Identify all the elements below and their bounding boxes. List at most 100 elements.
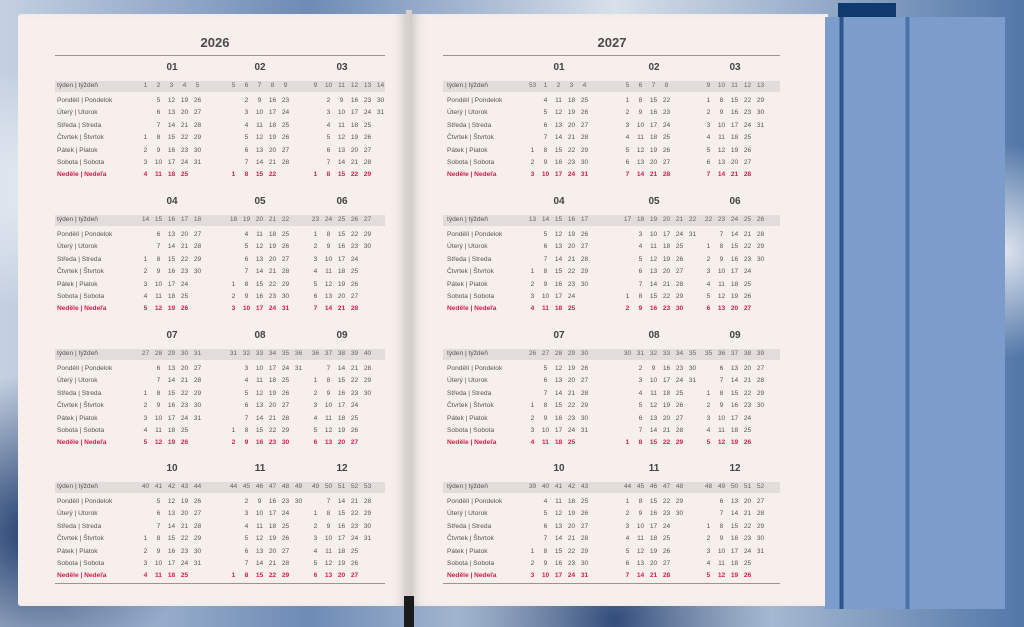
week-number: 33 <box>662 350 671 357</box>
day-cell: 17 <box>255 305 264 313</box>
day-cell: 5 <box>543 109 548 117</box>
day-cell: 14 <box>554 134 563 142</box>
week-number: 44 <box>623 483 632 490</box>
day-cell: 8 <box>543 402 548 410</box>
day-cell: 4 <box>143 171 148 179</box>
weekday-label: Pátek | Piatok <box>447 146 488 154</box>
day-cell: 1 <box>313 377 318 385</box>
day-cell: 1 <box>143 134 148 142</box>
week-number: 9 <box>706 82 711 89</box>
day-cell: 7 <box>244 560 249 567</box>
day-cell: 11 <box>155 171 162 179</box>
day-cell: 14 <box>554 389 563 397</box>
day-cell: 27 <box>193 510 202 518</box>
day-cell: 23 <box>180 268 189 276</box>
day-cell: 11 <box>325 414 332 422</box>
day-cell: 2 <box>143 146 148 154</box>
day-cell: 26 <box>363 134 372 142</box>
day-cell: 17 <box>337 255 346 263</box>
week-number: 18 <box>636 216 645 223</box>
day-cell: 12 <box>554 231 563 238</box>
week-number: 15 <box>154 216 163 223</box>
day-cell: 19 <box>337 427 346 434</box>
day-cell: 22 <box>743 243 752 251</box>
week-header-label: týden | týždeň <box>447 82 488 89</box>
week-number: 36 <box>294 350 303 357</box>
week-number: 3 <box>169 82 174 89</box>
day-cell: 23 <box>268 293 277 300</box>
day-cell: 3 <box>244 510 249 518</box>
week-number: 37 <box>730 350 739 357</box>
day-cell: 13 <box>649 414 658 422</box>
week-number: 27 <box>363 216 372 223</box>
day-cell: 10 <box>717 547 726 555</box>
day-cell: 11 <box>542 305 549 313</box>
day-cell: 24 <box>350 402 359 410</box>
day-cell: 10 <box>636 121 645 129</box>
day-cell: 24 <box>180 414 189 422</box>
day-cell: 16 <box>337 389 346 397</box>
day-cell: 9 <box>719 109 724 117</box>
week-header-band <box>55 215 385 226</box>
week-number: 48 <box>281 483 290 490</box>
day-cell: 19 <box>649 547 658 555</box>
day-cell: 4 <box>244 121 249 129</box>
day-cell: 22 <box>268 280 277 288</box>
day-cell: 8 <box>719 389 724 397</box>
day-cell: 8 <box>326 377 331 385</box>
day-cell: 24 <box>567 427 576 434</box>
day-cell: 6 <box>244 402 249 410</box>
week-number: 26 <box>350 216 359 223</box>
day-cell: 18 <box>662 389 671 397</box>
week-number: 46 <box>255 483 264 490</box>
day-cell: 7 <box>543 255 548 263</box>
week-number: 24 <box>324 216 333 223</box>
day-cell: 7 <box>543 389 548 397</box>
day-cell: 2 <box>313 522 318 530</box>
weekday-label: Neděle | Nedeľa <box>447 439 497 447</box>
day-cell: 17 <box>662 231 671 238</box>
day-cell: 9 <box>638 510 643 518</box>
day-cell: 10 <box>636 522 645 530</box>
week-number: 31 <box>229 350 238 357</box>
week-number: 22 <box>281 216 290 223</box>
day-cell: 17 <box>730 121 739 129</box>
weekday-label: Pátek | Piatok <box>57 414 98 422</box>
day-cell: 16 <box>730 402 739 410</box>
day-cell: 11 <box>325 268 332 276</box>
day-cell: 20 <box>730 159 739 166</box>
day-cell: 18 <box>554 439 563 447</box>
day-cell: 29 <box>363 231 372 238</box>
day-cell: 31 <box>363 535 372 543</box>
day-cell: 5 <box>638 402 643 410</box>
weekday-label: Sobota | Sobota <box>447 293 495 300</box>
day-cell: 20 <box>567 522 576 530</box>
week-number: 52 <box>350 483 359 490</box>
cover-flap[interactable] <box>825 17 1005 609</box>
day-cell: 16 <box>255 439 264 447</box>
day-cell: 24 <box>180 560 189 567</box>
bookmark-ribbon[interactable] <box>404 596 414 627</box>
day-cell: 8 <box>543 268 548 276</box>
day-cell: 14 <box>167 377 176 385</box>
day-cell: 9 <box>257 97 262 104</box>
week-number: 20 <box>662 216 671 223</box>
week-number: 10 <box>324 82 333 89</box>
day-cell: 5 <box>543 365 548 372</box>
day-cell: 10 <box>337 109 346 117</box>
week-number: 29 <box>167 350 176 357</box>
day-cell: 14 <box>554 535 563 543</box>
day-cell: 30 <box>294 498 303 505</box>
day-cell: 4 <box>143 572 148 580</box>
day-cell: 14 <box>255 159 264 166</box>
day-cell: 19 <box>350 134 359 142</box>
week-number: 24 <box>730 216 739 223</box>
weekday-label: Sobota | Sobota <box>447 427 495 434</box>
day-cell: 28 <box>675 427 684 434</box>
weekday-label: Úterý | Utorok <box>447 510 488 518</box>
day-cell: 27 <box>675 414 684 422</box>
day-cell: 5 <box>244 243 249 251</box>
day-cell: 7 <box>244 268 249 276</box>
day-cell: 21 <box>350 498 359 505</box>
day-cell: 15 <box>730 522 739 530</box>
